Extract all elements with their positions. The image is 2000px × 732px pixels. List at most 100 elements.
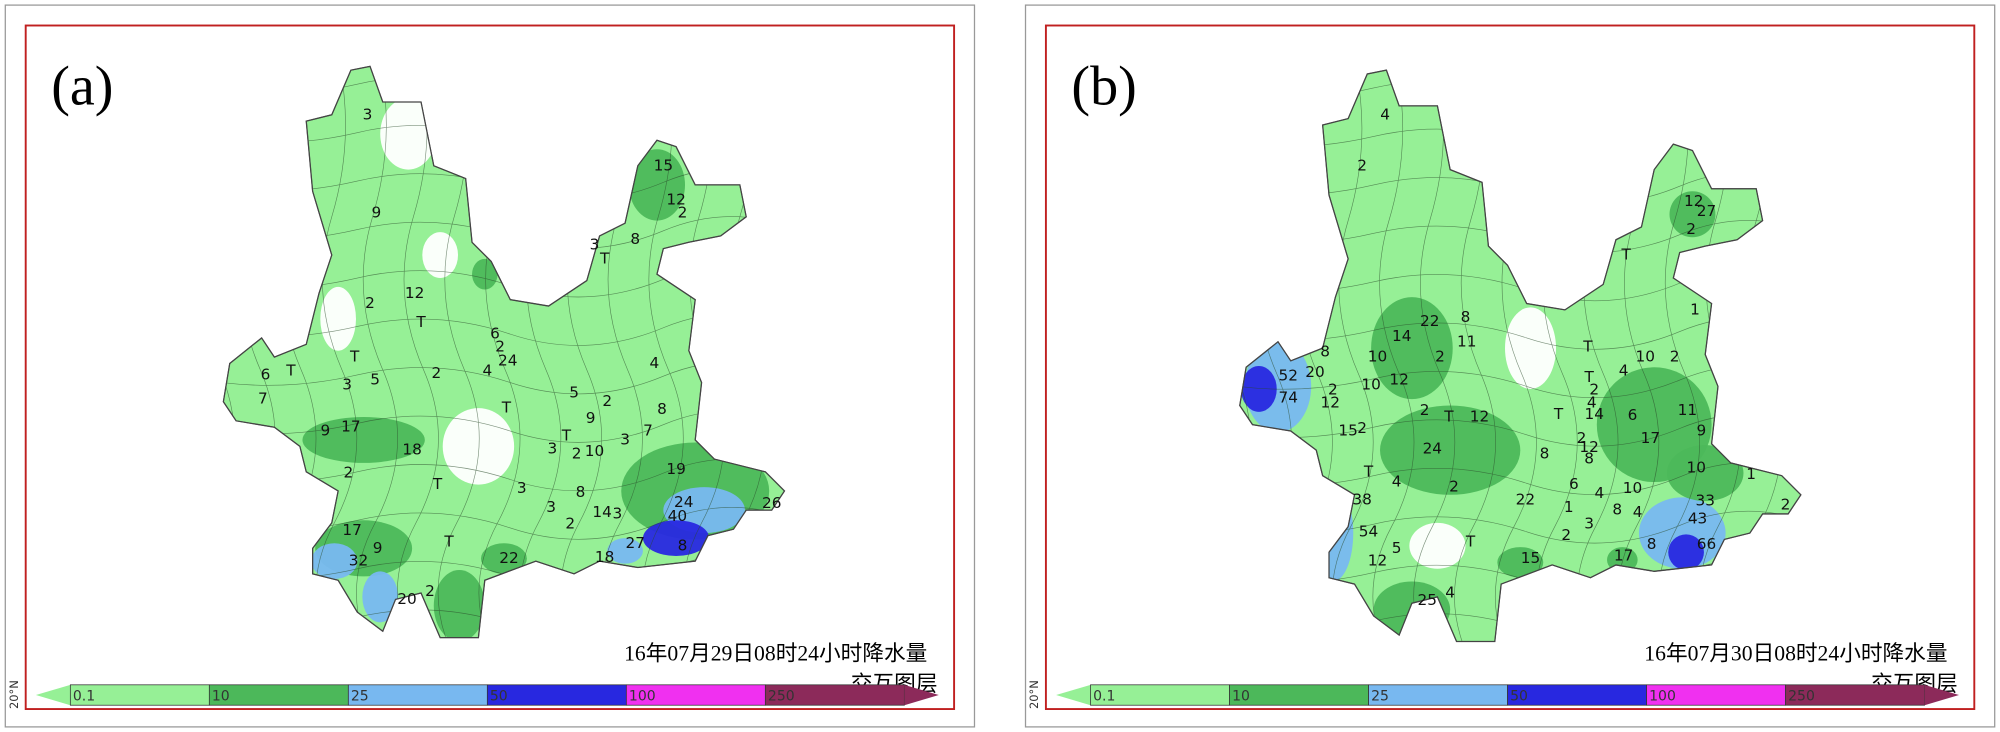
station-value: 66 <box>1697 535 1716 553</box>
boundary <box>1239 607 1801 641</box>
station-value: 6 <box>1569 475 1579 493</box>
station-value: 2 <box>495 337 505 355</box>
outer-frame <box>4 4 976 728</box>
inner-frame <box>24 24 956 711</box>
station-value: 8 <box>576 483 586 501</box>
rain-patch <box>607 538 643 564</box>
rain-patch <box>433 570 485 638</box>
station-value: 3 <box>1584 515 1594 533</box>
station-value: 74 <box>1278 388 1297 406</box>
station-value: 43 <box>1688 510 1707 528</box>
station-value: 20 <box>1305 363 1324 381</box>
station-value: 14 <box>592 503 611 521</box>
station-value: 24 <box>498 351 517 369</box>
rain-patch <box>422 232 459 279</box>
station-value: T <box>285 362 296 380</box>
station-value: 18 <box>402 441 421 459</box>
station-value: 4 <box>1445 583 1455 601</box>
station-value: T <box>1553 405 1564 423</box>
caption: 16年07月30日08时24小时降水量 <box>1644 642 1947 666</box>
station-value: 2 <box>572 444 582 462</box>
station-value: 2 <box>431 364 441 382</box>
station-value: T <box>599 249 610 267</box>
boundary <box>1239 74 1801 108</box>
station-value: 4 <box>1595 484 1605 502</box>
station-value: T <box>1465 532 1476 550</box>
rain-patch <box>1638 497 1726 569</box>
station-value: 15 <box>1521 549 1540 567</box>
station-value: 2 <box>1781 496 1791 514</box>
map <box>222 65 786 639</box>
station-value: 3 <box>548 439 558 457</box>
station-value: 10 <box>1361 376 1380 394</box>
station-value: 4 <box>1392 473 1402 491</box>
rain-patches <box>302 98 770 638</box>
station-value: 20 <box>397 590 416 608</box>
station-value: T <box>1620 246 1631 264</box>
station-value: 8 <box>1584 450 1594 468</box>
station-value: 26 <box>762 494 781 512</box>
legend-tick-label: 10 <box>1232 688 1250 704</box>
boundary <box>1413 70 1456 642</box>
station-value: 22 <box>1516 490 1535 508</box>
rain-patch <box>1669 191 1716 238</box>
station-value: 14 <box>1585 405 1604 423</box>
legend-tick-label: 50 <box>1510 688 1528 704</box>
panel-label: (b) <box>1071 56 1136 118</box>
station-value: 2 <box>1420 401 1430 419</box>
rain-patch <box>1409 522 1466 569</box>
station-value: 14 <box>1392 327 1411 345</box>
station-value: 4 <box>1587 393 1597 411</box>
station-value: 2 <box>678 203 688 221</box>
station-value: 4 <box>650 354 660 372</box>
station-value: 12 <box>1579 438 1598 456</box>
rain-patch <box>1505 307 1557 389</box>
legend-tick-label: 10 <box>212 688 230 704</box>
legend-left-arrow <box>35 684 71 706</box>
rain-patch <box>311 543 358 579</box>
station-value: 32 <box>349 552 368 570</box>
latitude-label: 20°N <box>7 680 21 709</box>
station-value: T <box>1363 462 1374 480</box>
legend-tick-label: 0.1 <box>1093 688 1115 704</box>
station-value: 12 <box>1684 192 1703 210</box>
station-value: 8 <box>630 230 640 248</box>
station-value: 12 <box>1321 393 1340 411</box>
station-value: 3 <box>363 105 373 123</box>
station-value: 15 <box>1338 422 1357 440</box>
station-value: T <box>349 348 360 366</box>
rain-patch <box>642 520 710 557</box>
legend-tick-label: 50 <box>490 688 508 704</box>
boundary <box>223 264 785 298</box>
station-value: 3 <box>613 504 623 522</box>
outer-frame <box>1024 4 1996 728</box>
station-value: 24 <box>1423 439 1442 457</box>
boundary <box>1239 123 1801 156</box>
boundary <box>1739 70 1782 642</box>
legend-swatch <box>1368 684 1508 706</box>
boundary <box>723 66 766 638</box>
legend-swatch <box>208 684 349 706</box>
station-value: T <box>432 475 443 493</box>
station-value: 9 <box>373 539 383 557</box>
station-value: 2 <box>602 392 612 410</box>
legend-tick-label: 25 <box>351 688 369 704</box>
rain-patch <box>1666 445 1744 502</box>
station-value: 2 <box>1589 381 1599 399</box>
legend-swatch <box>486 684 627 706</box>
station-value: 4 <box>1619 362 1629 380</box>
station-value: T <box>561 427 572 445</box>
station-value: 2 <box>1328 381 1338 399</box>
station-value: 2 <box>565 515 575 533</box>
station-value: 5 <box>370 371 380 389</box>
station-value: 6 <box>490 325 500 343</box>
station-value: 11 <box>1678 401 1697 419</box>
legend-right-arrow <box>904 684 939 706</box>
station-value: T <box>1443 408 1454 426</box>
panel-label: (a) <box>51 56 113 118</box>
station-value: 27 <box>626 534 645 552</box>
station-value: 17 <box>341 418 360 436</box>
boundary <box>223 603 785 637</box>
legend-swatch <box>1229 684 1369 706</box>
